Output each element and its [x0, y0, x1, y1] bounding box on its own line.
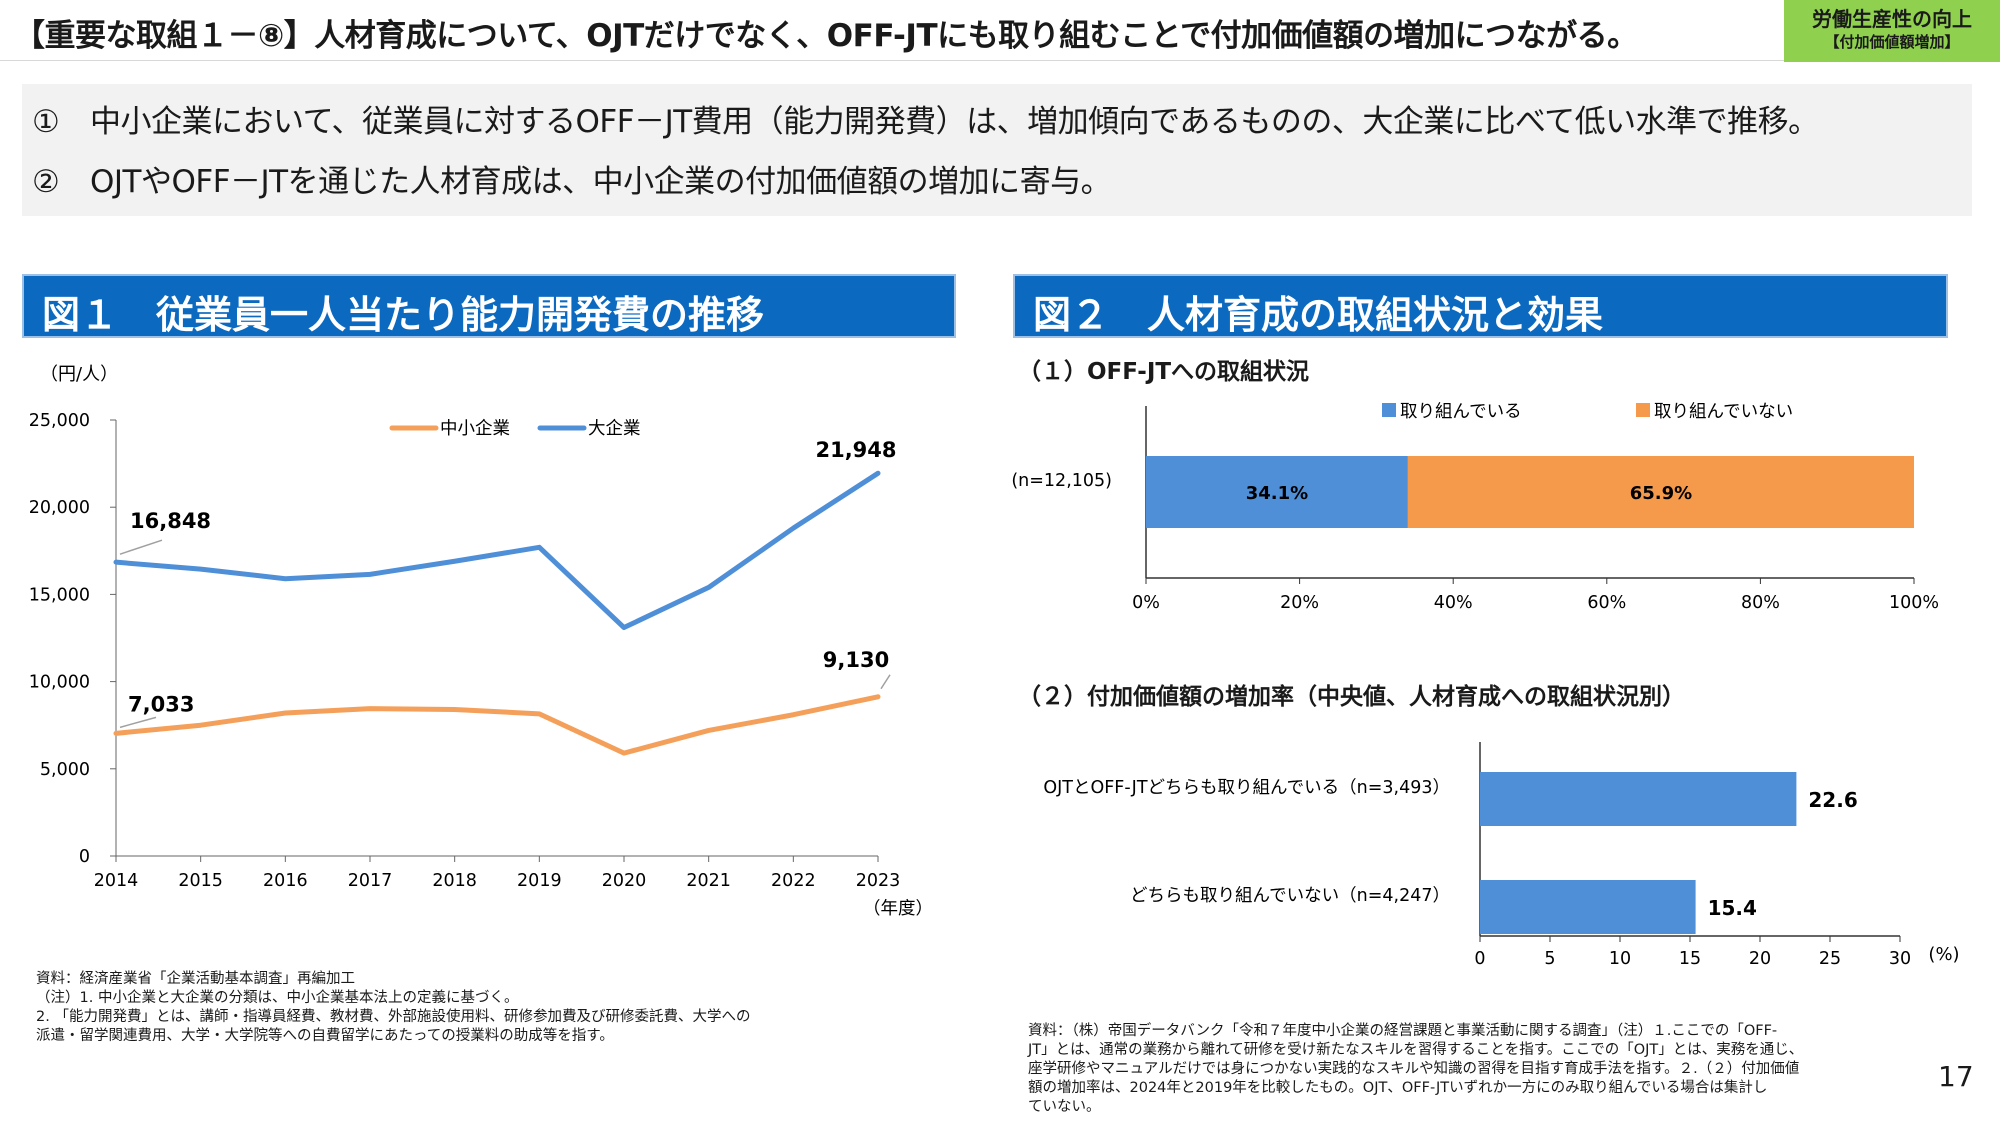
y-tick-label: 25,000: [29, 411, 90, 431]
figure1-source-note: 資料：経済産業省「企業活動基本調査」再編加工: [36, 971, 355, 987]
x-tick-label: 100%: [1889, 593, 1939, 613]
series-line: [113, 694, 881, 756]
data-label-leader-line: [880, 674, 891, 690]
x-tick-label: 20: [1749, 949, 1771, 969]
summary-box: ① 中小企業において、従業員に対するOFF－JT費用（能力開発費）は、増加傾向であ…: [22, 84, 1972, 216]
y-tick-label: 15,000: [29, 585, 90, 605]
x-tick-label: 40%: [1434, 593, 1473, 613]
figure2-note-5: ていない。: [1028, 1099, 1101, 1115]
x-tick-label: 2023: [856, 871, 901, 891]
y-tick-label: 20,000: [29, 498, 90, 518]
category-label: OJTとOFF-JTどちらも取り組んでいる（n=3,493）: [1043, 778, 1450, 798]
x-tick-label: 10: [1609, 949, 1631, 969]
legend-label: 取り組んでいない: [1654, 402, 1793, 422]
stacked-bar-segment: [1407, 456, 1914, 528]
figure2-note-2: JT」とは、通常の業務から離れて研修を受け新たなスキルを習得することを指す。ここ…: [1028, 1042, 1804, 1058]
summary-item-1-text: 中小企業において、従業員に対するOFF－JT費用（能力開発費）は、増加傾向である…: [90, 104, 1819, 140]
x-tick-label: 2018: [432, 871, 477, 891]
data-label: 7,033: [128, 692, 194, 716]
x-axis-unit-label: (%): [1928, 944, 1959, 965]
x-tick-label: 2016: [263, 871, 308, 891]
x-tick-label: 2020: [602, 871, 647, 891]
x-tick-label: 2015: [178, 871, 223, 891]
y-tick-label: 0: [79, 847, 90, 867]
x-tick-label: 0%: [1132, 593, 1160, 613]
figure1-note-2: 2. 「能力開発費」とは、講師・指導員経費、教材費、外部施設使用料、研修参加費及…: [36, 1009, 751, 1025]
x-tick-label: 25: [1819, 949, 1841, 969]
figure2-header: 図２ 人材育成の取組状況と効果: [1013, 274, 1948, 338]
figure2-subtitle-2: （２）付加価値額の増加率（中央値、人材育成への取組状況別）: [1018, 684, 1685, 710]
data-label: 22.6: [1808, 788, 1857, 812]
badge-line2: 【付加価値額増加】: [1824, 33, 1960, 51]
series-line: [113, 470, 881, 631]
title-divider: [0, 60, 1784, 61]
data-label: 15.4: [1708, 896, 1757, 920]
x-tick-label: 0: [1474, 949, 1485, 969]
bar-chart-value-added-growth: OJTとOFF-JTどちらも取り組んでいる（n=3,493） 22.6 どちらも取り…: [1043, 742, 1960, 969]
category-badge: 労働生産性の向上 【付加価値額増加】: [1784, 0, 2000, 62]
x-tick-label: 2014: [94, 871, 139, 891]
stacked-bar-segment: [1146, 456, 1408, 528]
y-tick-label: 10,000: [29, 673, 90, 693]
data-label-leader-line: [119, 539, 163, 555]
summary-item-2-number: ②: [32, 164, 60, 200]
summary-item-1-number: ①: [32, 104, 60, 140]
x-tick-label: 15: [1679, 949, 1701, 969]
bar: [1480, 880, 1696, 934]
figure2-note-4: 額の増加率は、2024年と2019年を比較したもの。OJT、OFF-JTいずれか…: [1028, 1080, 1768, 1096]
line-chart-training-cost: （円/人） 0 5,000 10,000 15,000 20,000 25,000 2014 2…: [29, 364, 933, 919]
x-tick-label: 80%: [1741, 593, 1780, 613]
x-tick-label: 30: [1889, 949, 1911, 969]
x-tick-label: 2019: [517, 871, 562, 891]
x-tick-label: 2022: [771, 871, 816, 891]
x-axis-unit-label: （年度）: [863, 899, 933, 919]
figure2-note-3: 座学研修やマニュアルだけでは身につかない実践的なスキルや知識の習得を目指す育成手…: [1028, 1061, 1800, 1077]
stacked-bar-offjt-status: 取り組んでいる 取り組んでいない (n=12,105) 34.1% 65.9% 0% 20%…: [1011, 402, 1939, 613]
figure2-subtitle-1: （１）OFF-JTへの取組状況: [1018, 359, 1310, 385]
data-label: 16,848: [130, 509, 211, 533]
figure1-header: 図１ 従業員一人当たり能力開発費の推移: [22, 274, 956, 338]
legend-label: 取り組んでいる: [1400, 402, 1522, 422]
y-axis-unit-label: （円/人）: [40, 364, 118, 385]
x-tick-label: 5: [1544, 949, 1555, 969]
figure1-note-3: 派遣・留学関連費用、大学・大学院等への自費留学にあたっての授業料の助成等を指す。: [36, 1028, 614, 1044]
figure1-note-1: （注）1. 中小企業と大企業の分類は、中小企業基本法上の定義に基づく。: [36, 990, 519, 1006]
legend-swatch: [1636, 403, 1650, 417]
page-title: 【重要な取組１－⑧】人材育成について、OJTだけでなく、OFF-JTにも取り組む…: [14, 18, 1638, 54]
summary-item-2: ② OJTやOFF－JTを通じた人材育成は、中小企業の付加価値額の増加に寄与。: [32, 152, 1972, 212]
summary-item-2-text: OJTやOFF－JTを通じた人材育成は、中小企業の付加価値額の増加に寄与。: [90, 164, 1112, 200]
x-tick-label: 60%: [1587, 593, 1626, 613]
data-label: 34.1%: [1246, 483, 1308, 504]
legend-label: 大企業: [588, 419, 641, 439]
figure2-note-1: 資料：（株）帝国データバンク「令和７年度中小企業の経営課題と事業活動に関する調査…: [1028, 1023, 1778, 1039]
x-tick-label: 20%: [1280, 593, 1319, 613]
category-label: どちらも取り組んでいない（n=4,247）: [1130, 886, 1450, 906]
data-label: 21,948: [815, 438, 896, 462]
data-label: 65.9%: [1630, 483, 1692, 504]
data-label: 9,130: [823, 648, 889, 672]
legend-label: 中小企業: [440, 419, 510, 439]
y-tick-label: 5,000: [40, 760, 90, 780]
summary-item-1: ① 中小企業において、従業員に対するOFF－JT費用（能力開発費）は、増加傾向であ…: [32, 92, 1972, 152]
legend-swatch: [1382, 403, 1396, 417]
page-number: 17: [1938, 1060, 1974, 1093]
bar: [1480, 772, 1797, 826]
data-label-leader-line: [119, 716, 157, 729]
badge-line1: 労働生産性の向上: [1812, 7, 1972, 31]
category-label: (n=12,105): [1011, 471, 1112, 491]
x-tick-label: 2021: [686, 871, 731, 891]
x-tick-label: 2017: [348, 871, 393, 891]
